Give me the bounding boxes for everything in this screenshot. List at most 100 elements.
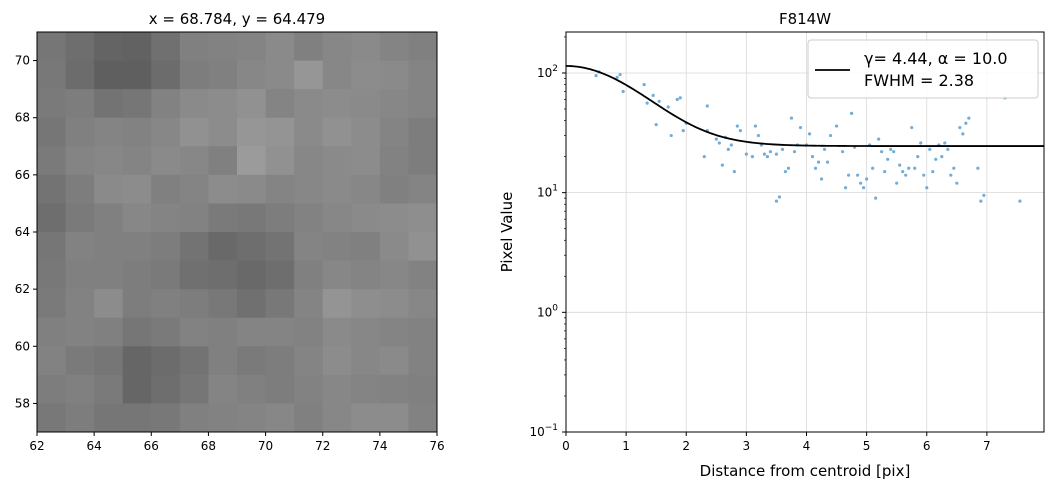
heatmap-cell xyxy=(208,203,238,233)
data-point xyxy=(735,124,739,128)
heatmap-cell xyxy=(294,260,324,290)
heatmap-cell xyxy=(351,317,381,347)
profile-x-label: Distance from centroid [pix] xyxy=(700,462,911,480)
x-tick-label: 6 xyxy=(923,439,931,453)
heatmap-cell xyxy=(379,174,409,204)
data-point xyxy=(931,169,935,174)
heatmap-cell xyxy=(237,117,266,147)
heatmap-cell xyxy=(208,317,238,347)
data-point xyxy=(822,147,827,151)
y-tick-label: 102 xyxy=(537,64,558,80)
heatmap-cell xyxy=(408,117,438,147)
heatmap-cell xyxy=(94,346,124,376)
heatmap-cell xyxy=(294,174,324,204)
heatmap-cell xyxy=(151,60,181,90)
data-point xyxy=(925,186,929,190)
heatmap-cell xyxy=(265,374,295,404)
heatmap-cell xyxy=(208,32,238,61)
data-point xyxy=(901,169,905,174)
data-point xyxy=(702,155,706,159)
heatmap-cell xyxy=(351,146,381,176)
data-point xyxy=(774,152,779,156)
heatmap-cell xyxy=(265,203,295,233)
heatmap-cell xyxy=(294,374,324,404)
data-point xyxy=(865,177,869,181)
heatmap-cell xyxy=(379,117,409,147)
data-point xyxy=(943,141,947,145)
x-tick-label: 72 xyxy=(315,439,330,453)
cutout-y-axis: 58 60 62 64 66 68 70 xyxy=(15,54,37,410)
data-point xyxy=(642,82,646,87)
heatmap-cell xyxy=(322,89,352,119)
heatmap-cell xyxy=(94,117,124,147)
data-point xyxy=(849,111,854,115)
heatmap-cell xyxy=(179,374,209,404)
data-point xyxy=(828,133,833,138)
y-tick-label: 60 xyxy=(15,339,30,353)
heatmap-cell xyxy=(294,346,324,376)
heatmap-cell xyxy=(379,403,409,433)
heatmap-cell xyxy=(122,89,152,119)
heatmap-cell xyxy=(237,374,266,404)
data-point xyxy=(949,173,953,177)
profile-y-label: Pixel Value xyxy=(498,192,516,273)
legend-fwhm: FWHM = 2.38 xyxy=(864,71,974,90)
data-point xyxy=(777,195,782,199)
heatmap-cell xyxy=(379,289,409,319)
heatmap-cell xyxy=(237,32,266,61)
data-point xyxy=(810,155,815,159)
heatmap-cell xyxy=(179,117,209,147)
heatmap-cell xyxy=(179,260,209,290)
heatmap-cell xyxy=(151,117,181,147)
heatmap-cell xyxy=(208,174,238,204)
heatmap-cell xyxy=(237,260,266,290)
heatmap-cell xyxy=(351,174,381,204)
heatmap-cell xyxy=(322,346,352,376)
data-point xyxy=(813,166,818,170)
heatmap-cell xyxy=(237,346,266,376)
heatmap-cell xyxy=(37,60,66,90)
heatmap-cell xyxy=(122,260,152,290)
heatmap-cell xyxy=(122,174,152,204)
heatmap-cell xyxy=(37,117,66,147)
data-point xyxy=(910,125,914,130)
data-point xyxy=(786,166,791,170)
x-tick-label: 74 xyxy=(372,439,387,453)
data-point xyxy=(928,147,932,151)
data-point xyxy=(657,99,661,103)
heatmap-cell xyxy=(294,289,324,319)
heatmap-cell xyxy=(208,232,238,261)
heatmap-cell xyxy=(37,374,66,404)
heatmap-cell xyxy=(65,403,95,433)
heatmap-cell xyxy=(351,60,381,90)
data-point xyxy=(729,143,733,147)
heatmap-cell xyxy=(37,260,66,290)
heatmap-cell xyxy=(265,317,295,347)
heatmap-cell xyxy=(379,374,409,404)
heatmap-cell xyxy=(94,232,124,261)
heatmap-cell xyxy=(208,146,238,176)
heatmap-cell xyxy=(151,89,181,119)
heatmap-cell xyxy=(65,203,95,233)
data-point xyxy=(651,93,655,97)
data-point xyxy=(871,166,875,170)
heatmap-cell xyxy=(179,232,209,261)
heatmap-cell xyxy=(322,403,352,433)
data-point xyxy=(834,124,839,128)
heatmap-cell xyxy=(408,346,438,376)
heatmap-cell xyxy=(294,403,324,433)
heatmap-cell xyxy=(237,232,266,261)
heatmap-cell xyxy=(37,317,66,347)
heatmap-cell xyxy=(151,174,181,204)
heatmap-cell xyxy=(179,346,209,376)
heatmap-cell xyxy=(322,60,352,90)
data-point xyxy=(913,166,917,170)
heatmap-cell xyxy=(151,232,181,261)
heatmap-cell xyxy=(208,374,238,404)
heatmap-cell xyxy=(379,32,409,61)
heatmap-cell xyxy=(265,60,295,90)
data-point xyxy=(615,75,619,79)
data-point xyxy=(678,96,682,100)
heatmap-cell xyxy=(179,32,209,61)
